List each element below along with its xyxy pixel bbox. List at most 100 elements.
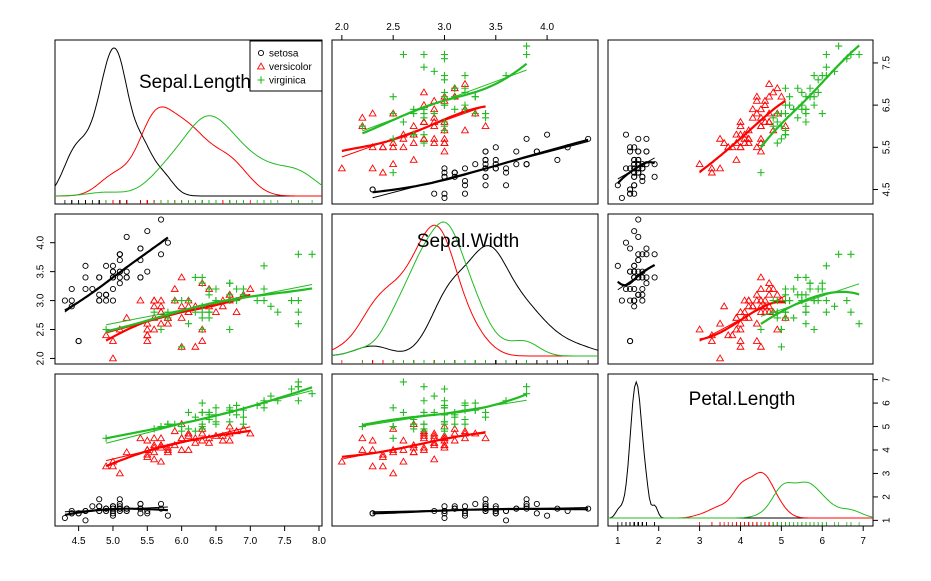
point-virginica	[212, 418, 220, 426]
point-versicolor	[419, 117, 429, 125]
point-versicolor	[740, 138, 749, 146]
point-virginica	[471, 399, 479, 407]
point-setosa	[544, 512, 551, 519]
point-versicolor	[736, 319, 745, 327]
density-virginica-Sepal.Length	[55, 115, 322, 197]
point-setosa	[643, 251, 650, 258]
point-versicolor	[460, 126, 470, 134]
point-setosa	[109, 285, 117, 293]
point-setosa	[631, 262, 638, 269]
point-versicolor	[143, 336, 152, 344]
point-setosa	[492, 156, 499, 164]
legend-marker-versicolor	[256, 62, 266, 70]
point-versicolor	[450, 424, 459, 432]
point-versicolor	[115, 469, 125, 477]
point-virginica	[522, 50, 531, 59]
smooth-line-virginica	[760, 290, 860, 325]
point-setosa	[635, 135, 642, 142]
point-versicolor	[378, 450, 388, 458]
point-virginica	[358, 122, 366, 130]
axis-tick-label: 5	[882, 423, 893, 429]
point-setosa	[68, 303, 75, 310]
point-virginica	[461, 401, 469, 410]
point-setosa	[622, 239, 630, 246]
point-versicolor	[764, 117, 774, 125]
point-versicolor	[170, 284, 179, 292]
point-virginica	[260, 296, 268, 305]
point-versicolor	[756, 105, 766, 113]
point-versicolor	[430, 431, 439, 439]
point-virginica	[205, 308, 213, 316]
point-virginica	[847, 308, 855, 316]
point-virginica	[226, 418, 234, 426]
point-virginica	[198, 273, 206, 282]
point-versicolor	[156, 319, 166, 327]
point-versicolor	[388, 138, 398, 146]
point-versicolor	[378, 168, 388, 176]
point-versicolor	[419, 445, 429, 453]
point-setosa	[441, 503, 448, 510]
point-virginica	[781, 314, 790, 322]
point-virginica	[420, 139, 428, 147]
point-setosa	[639, 291, 646, 298]
point-setosa	[137, 510, 144, 517]
point-virginica	[260, 262, 268, 270]
diagonal-label-sepal-length: Sepal.Length	[139, 72, 251, 93]
point-versicolor	[430, 441, 439, 449]
point-versicolor	[715, 354, 725, 362]
point-setosa	[109, 274, 117, 281]
point-versicolor	[198, 429, 207, 437]
axis-tick-label: 2.5	[36, 322, 47, 336]
point-setosa	[651, 251, 658, 258]
axis-tick-label: 6.5	[209, 536, 223, 547]
point-virginica	[461, 415, 469, 424]
smooth-line-setosa	[372, 138, 589, 194]
point-setosa	[627, 245, 634, 252]
point-virginica	[522, 383, 531, 391]
smooth-line-versicolor	[341, 431, 486, 458]
point-versicolor	[177, 433, 186, 442]
point-setosa	[103, 297, 110, 304]
point-setosa	[631, 228, 638, 235]
point-setosa	[614, 262, 621, 269]
density-setosa-Sepal.Width	[332, 245, 598, 356]
axis-tick-label: 4	[738, 536, 744, 547]
point-versicolor	[409, 443, 418, 451]
point-virginica	[461, 105, 469, 113]
point-versicolor	[419, 443, 429, 451]
point-virginica	[781, 126, 790, 135]
point-versicolor	[732, 313, 741, 321]
point-versicolor	[143, 319, 152, 327]
point-setosa	[482, 173, 489, 180]
smooth-line-virginica	[760, 44, 860, 149]
point-setosa	[622, 131, 630, 138]
axis-tick-label: 3.5	[36, 264, 47, 278]
point-versicolor	[752, 96, 762, 104]
point-versicolor	[756, 147, 766, 155]
point-setosa	[523, 135, 530, 142]
point-virginica	[294, 397, 302, 405]
point-setosa	[544, 131, 551, 138]
point-versicolor	[440, 443, 449, 451]
point-setosa	[482, 148, 489, 155]
axis-tick-label: 2.5	[386, 22, 400, 33]
smooth-line-virginica	[105, 287, 313, 333]
point-virginica	[814, 88, 822, 97]
point-setosa	[482, 182, 489, 189]
point-virginica	[522, 390, 531, 398]
point-versicolor	[101, 331, 111, 339]
point-virginica	[440, 385, 449, 393]
point-virginica	[451, 420, 459, 428]
point-virginica	[802, 273, 810, 282]
point-setosa	[431, 190, 438, 197]
axis-tick-label: 5.0	[106, 536, 120, 547]
point-virginica	[294, 250, 302, 258]
point-virginica	[399, 118, 408, 126]
point-setosa	[492, 510, 499, 517]
point-setosa	[635, 291, 642, 298]
point-versicolor	[409, 138, 418, 146]
point-setosa	[164, 512, 171, 519]
point-virginica	[843, 296, 851, 305]
point-virginica	[389, 434, 397, 442]
point-virginica	[294, 296, 302, 305]
